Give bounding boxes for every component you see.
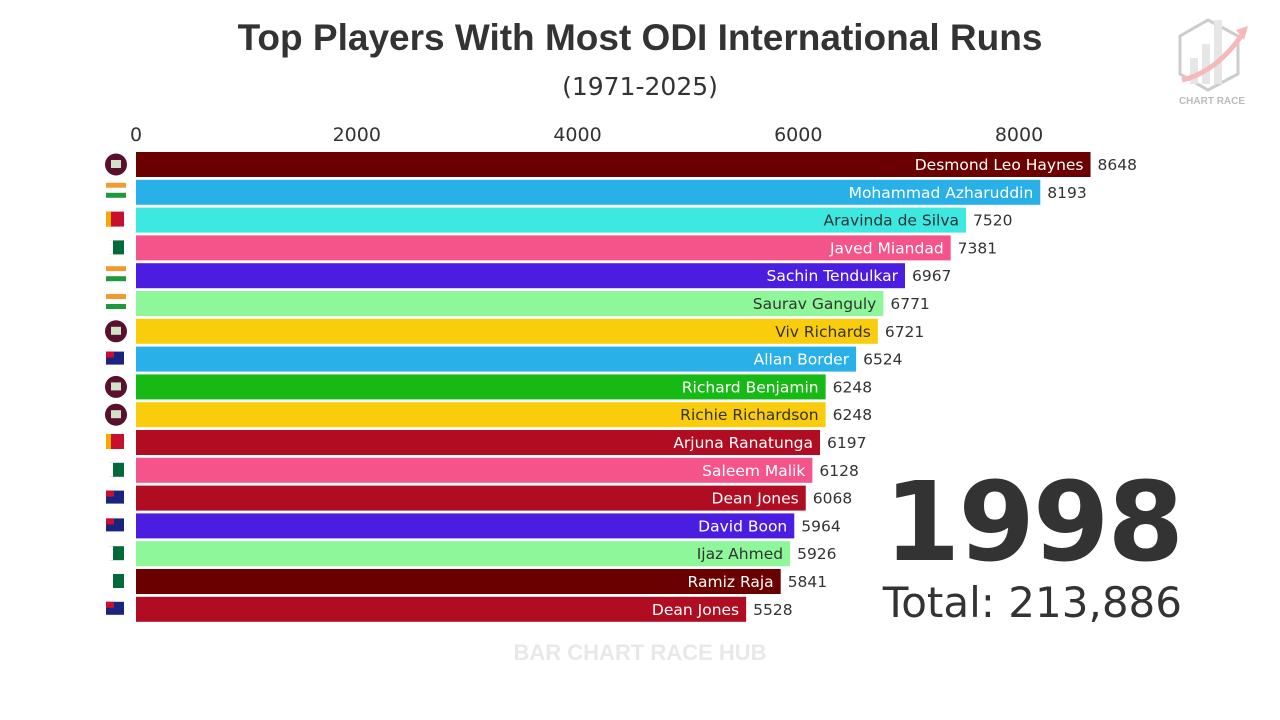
value-label: 5841 [788,573,827,591]
bar-label: Saurav Ganguly [753,295,877,313]
india-flag-icon [106,294,126,309]
value-label: 6068 [813,490,852,508]
bar [136,513,795,539]
india-flag-icon [106,266,126,282]
bar-label: Viv Richards [775,323,871,341]
value-label: 5964 [801,517,840,535]
watermark: BAR CHART RACE HUB [513,640,767,665]
x-tick-label: 8000 [995,124,1043,146]
value-label: 5528 [753,601,792,619]
bar [136,374,826,400]
value-label: 6197 [827,434,866,452]
value-label: 8193 [1047,184,1086,202]
value-label: 8648 [1098,156,1137,174]
chart-race-hub-logo: CHART RACE [1178,18,1248,107]
value-label: 5926 [797,545,836,563]
bar-label: Richie Richardson [680,406,818,424]
bar [136,346,857,372]
bar-label: Ramiz Raja [688,573,774,591]
bar-label: David Boon [698,517,787,535]
value-label: 6248 [833,406,872,424]
bar [136,179,1041,205]
bar [136,485,806,511]
x-tick-label: 0 [130,124,142,146]
bar-label: Richard Benjamin [682,378,819,396]
bar [136,596,747,622]
bar [136,569,781,594]
bar-label: Sachin Tendulkar [766,267,898,285]
value-label: 6721 [885,323,924,341]
bar-label: Javed Miandad [829,239,944,257]
logo-text: CHART RACE [1179,96,1245,107]
bar [136,318,878,344]
value-label: 7381 [958,239,997,257]
bar [136,402,826,428]
bar-label: Allan Border [754,351,850,369]
value-label: 6771 [890,295,929,313]
total-label: Total: 213,886 [882,578,1182,627]
bar [136,235,951,261]
value-label: 6248 [833,378,872,396]
bar-label: Aravinda de Silva [824,212,959,230]
bar-label: Saleem Malik [702,462,805,480]
bar [136,291,884,316]
year-counter: 1998 [883,458,1184,586]
value-label: 7520 [973,212,1012,230]
value-label: 6967 [912,267,951,285]
bar-label: Arjuna Ranatunga [673,434,813,452]
bar [136,457,813,483]
india-flag-icon [106,182,126,198]
chart-title: Top Players With Most ODI International … [237,17,1043,58]
x-tick-label: 6000 [774,124,822,146]
bar [136,541,791,567]
bar-label: Mohammad Azharuddin [849,184,1034,202]
bar-label: Dean Jones [652,601,739,619]
bar [136,430,820,455]
bar-label: Dean Jones [712,490,799,508]
x-tick-label: 2000 [333,124,381,146]
x-tick-label: 4000 [553,124,601,146]
bar [136,152,1091,177]
chart-subtitle: (1971-2025) [562,72,718,101]
value-label: 6524 [863,351,902,369]
bar [136,207,967,233]
bar-label: Ijaz Ahmed [697,545,783,563]
bar [136,263,905,289]
value-label: 6128 [819,462,858,480]
bar-label: Desmond Leo Haynes [915,156,1084,174]
